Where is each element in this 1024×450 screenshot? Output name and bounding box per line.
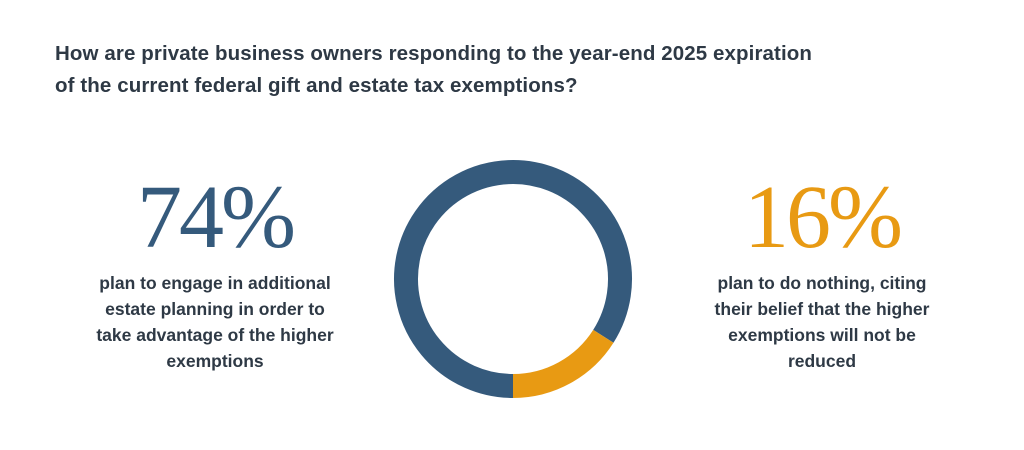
left-stat-value: 74% (137, 168, 296, 267)
donut-slice-primary (394, 160, 632, 398)
right-stat: 16% plan to do nothing, citing their bel… (672, 170, 972, 374)
title-line-2: of the current federal gift and estate t… (55, 74, 578, 97)
left-stat: 74% plan to engage in additional estate … (55, 170, 375, 374)
right-desc-line: plan to do nothing, citing (717, 273, 927, 293)
right-stat-description: plan to do nothing, citing their belief … (672, 270, 972, 374)
title-line-1: How are private business owners respondi… (55, 42, 813, 65)
left-stat-description: plan to engage in additional estate plan… (55, 270, 375, 374)
right-stat-value: 16% (744, 168, 903, 267)
left-desc-line: exemptions (166, 351, 264, 371)
left-desc-line: estate planning in order to (105, 299, 325, 319)
left-desc-line: plan to engage in additional (99, 273, 331, 293)
right-desc-line: their belief that the higher (714, 299, 930, 319)
donut-slice-accent (512, 329, 614, 398)
donut-chart (394, 160, 632, 398)
page-title: How are private business owners respondi… (55, 38, 955, 102)
left-desc-line: take advantage of the higher (96, 325, 334, 345)
right-desc-line: reduced (787, 351, 857, 371)
right-desc-line: exemptions will not be (728, 325, 916, 345)
